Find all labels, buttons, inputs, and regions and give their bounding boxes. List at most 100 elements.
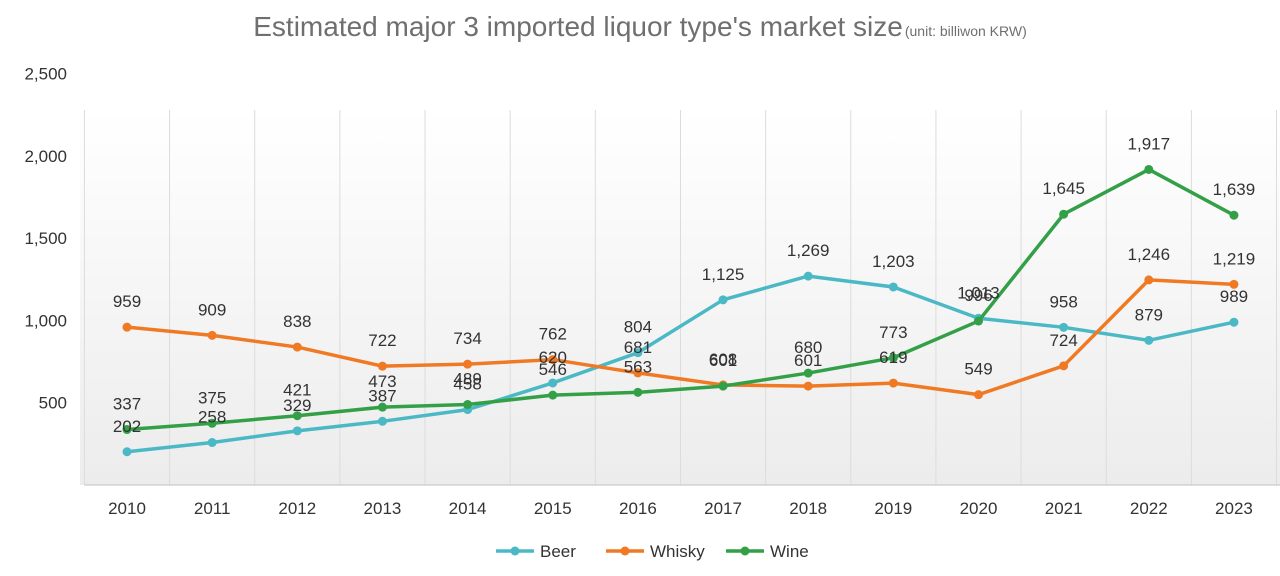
data-point-wine	[718, 381, 728, 391]
data-label-wine: 1,639	[1213, 180, 1256, 199]
data-point-beer	[1059, 322, 1069, 332]
data-point-whisky	[1144, 275, 1154, 285]
data-point-whisky	[1059, 361, 1069, 371]
data-point-wine	[1059, 209, 1069, 219]
data-label-beer: 620	[539, 348, 567, 367]
x-tick-label: 2010	[108, 499, 146, 518]
data-label-whisky: 724	[1049, 331, 1077, 350]
data-point-whisky	[463, 359, 473, 369]
data-label-whisky: 1,246	[1128, 245, 1171, 264]
data-label-beer: 1,013	[957, 283, 1000, 302]
data-label-whisky: 619	[879, 348, 907, 367]
series-line-beer	[125, 274, 1236, 454]
data-label-wine: 473	[368, 372, 396, 391]
data-label-wine: 1,917	[1128, 134, 1171, 153]
data-point-wine	[548, 390, 558, 400]
data-label-wine: 601	[709, 351, 737, 370]
data-label-wine: 1,645	[1042, 179, 1085, 198]
legend-marker-whisky	[620, 546, 630, 556]
x-tick-label: 2022	[1130, 499, 1168, 518]
chart-unit-note: (unit: billiwon KRW)	[905, 23, 1027, 39]
x-tick-label: 2011	[194, 499, 231, 518]
data-point-whisky	[207, 330, 217, 340]
data-point-beer	[803, 271, 813, 281]
data-point-whisky	[888, 378, 898, 388]
data-point-wine	[974, 316, 983, 326]
series-line-wine	[125, 167, 1236, 432]
data-label-whisky: 762	[539, 325, 567, 344]
data-point-wine	[207, 418, 217, 428]
data-label-whisky: 549	[964, 360, 992, 379]
data-label-wine: 337	[113, 395, 141, 414]
x-tick-label: 2018	[789, 499, 827, 518]
data-point-beer	[718, 295, 728, 305]
x-tick-label: 2017	[704, 499, 742, 518]
axis-layer: 500 1,000 1,500 2,000 2,500 2010 2011 2012 2013 2…	[24, 65, 1280, 518]
data-label-whisky: 608	[709, 350, 737, 369]
x-tick-label: 2021	[1045, 499, 1083, 518]
legend: Beer Whisky Wine	[496, 542, 809, 561]
y-tick-label: 1,500	[24, 229, 67, 248]
data-label-beer: 1,125	[702, 265, 745, 284]
x-tick-label: 2013	[364, 499, 402, 518]
y-tick-label: 2,500	[24, 65, 67, 84]
data-label-whisky: 838	[283, 312, 311, 331]
data-point-beer	[122, 447, 132, 457]
grid-layer	[83, 110, 1278, 485]
data-point-beer	[1229, 317, 1239, 327]
chart-title-main: Estimated major 3 imported liquor type's…	[253, 11, 903, 42]
x-tick-label: 2023	[1215, 499, 1253, 518]
data-point-whisky	[633, 368, 643, 378]
data-label-beer: 258	[198, 408, 226, 427]
series-layer	[122, 164, 1239, 457]
data-label-whisky: 681	[624, 338, 652, 357]
data-point-whisky	[292, 342, 302, 352]
data-point-whisky	[803, 381, 813, 391]
data-point-whisky	[974, 390, 983, 400]
data-label-whisky: 909	[198, 300, 226, 319]
data-label-beer: 989	[1220, 287, 1248, 306]
x-tick-label: 2012	[278, 499, 316, 518]
data-point-wine	[463, 400, 473, 410]
x-tick-label: 2019	[874, 499, 912, 518]
data-point-wine	[377, 402, 387, 412]
data-point-whisky	[122, 322, 132, 332]
data-point-wine	[803, 368, 813, 378]
data-label-layer: 202 258 329 387 458 620 804 1,125 1,269 1,203 1,01…	[113, 134, 1255, 435]
data-point-beer	[548, 378, 558, 388]
y-tick-label: 1,000	[24, 311, 67, 330]
data-label-whisky: 734	[453, 329, 481, 348]
x-tick-label: 2015	[534, 499, 572, 518]
data-label-wine: 773	[879, 323, 907, 342]
data-point-beer	[377, 416, 387, 426]
data-label-whisky: 959	[113, 292, 141, 311]
data-point-beer	[888, 282, 898, 292]
data-point-wine	[1229, 210, 1239, 220]
data-label-whisky: 601	[794, 351, 822, 370]
chart-title: Estimated major 3 imported liquor type's…	[253, 11, 1026, 42]
data-label-wine: 489	[453, 370, 481, 389]
data-label-whisky: 722	[368, 331, 396, 350]
data-point-whisky	[1229, 279, 1239, 289]
data-point-whisky	[377, 361, 387, 371]
legend-marker-wine	[740, 546, 750, 556]
data-point-whisky	[548, 355, 558, 365]
data-label-beer: 387	[368, 386, 396, 405]
data-label-whisky: 1,219	[1213, 249, 1256, 268]
series-line-whisky	[125, 278, 1236, 397]
data-label-beer: 958	[1049, 292, 1077, 311]
data-label-wine: 996	[964, 286, 992, 305]
legend-marker-beer	[510, 546, 520, 556]
data-label-beer: 1,269	[787, 241, 830, 260]
x-tick-label: 2014	[449, 499, 487, 518]
data-label-wine: 563	[624, 357, 652, 376]
data-label-beer: 879	[1135, 305, 1163, 324]
data-point-wine	[292, 411, 302, 421]
data-label-beer: 1,203	[872, 252, 915, 271]
x-tick-label: 2016	[619, 499, 657, 518]
data-label-beer: 202	[113, 417, 141, 436]
data-label-beer: 458	[453, 375, 481, 394]
data-label-beer: 329	[283, 396, 311, 415]
